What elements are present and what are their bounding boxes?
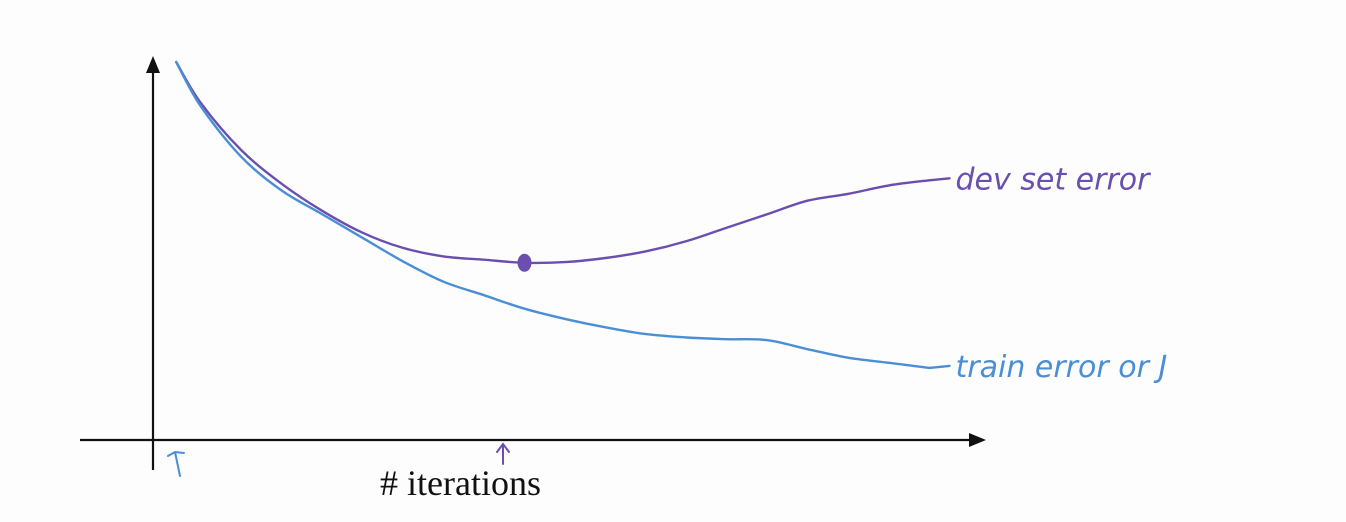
series-layer — [175, 60, 951, 370]
label-layer: dev set error train error or J — [517, 162, 1168, 385]
series-label-dev-set-error: dev set error — [956, 162, 1152, 197]
series-line-train-error-or-j — [175, 60, 931, 370]
x-axis-label: # iterations — [380, 463, 541, 503]
y-axis-arrowhead — [146, 56, 160, 73]
axes — [80, 56, 986, 470]
series-leader-train-error-or-j — [928, 364, 951, 370]
series-line-dev-set-error — [175, 60, 931, 265]
hand-ticks — [167, 442, 510, 477]
xmid-tick-arrow — [496, 442, 510, 465]
x-axis-arrowhead — [969, 433, 986, 447]
series-leader-dev-set-error — [928, 177, 951, 182]
origin-tick-arrow — [167, 450, 185, 477]
series-label-train-error-or-j: train error or J — [956, 350, 1168, 385]
minimum-marker-dot — [517, 253, 532, 272]
